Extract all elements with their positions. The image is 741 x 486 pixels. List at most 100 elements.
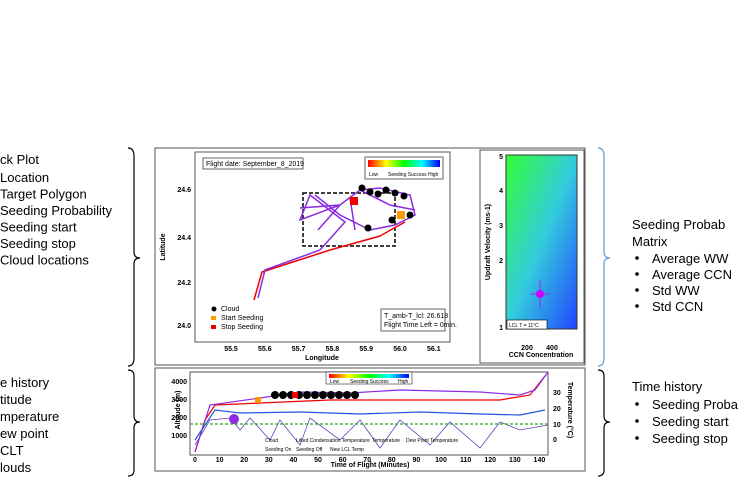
- label: High: [398, 379, 409, 385]
- list-item: Average CCN: [652, 267, 732, 282]
- section-title: e history: [0, 375, 50, 390]
- label: Latitude: [160, 233, 167, 260]
- y2-tick-label: 20: [553, 406, 561, 413]
- legend-entry: New LCL Temp: [330, 447, 364, 453]
- panels: [154, 147, 586, 472]
- x-tick-label: 55.7: [292, 346, 306, 353]
- x-tick-label: 10: [216, 457, 224, 464]
- y-tick-label: 24.2: [177, 280, 191, 287]
- legend-entry: Start Seeding: [221, 315, 264, 322]
- legend-entry: Lifted Condensation Temperature: [296, 438, 370, 444]
- list-item: Seeding stop: [0, 236, 76, 251]
- x-tick-label: 60: [339, 457, 347, 464]
- legend-entry: Seeding Off: [296, 447, 323, 453]
- y2-tick-label: 30: [553, 390, 561, 397]
- section-title: Matrix: [632, 234, 668, 249]
- list-item: Std WW: [652, 283, 700, 298]
- x-tick-label: 56.1: [427, 346, 441, 353]
- list-item: ew point: [0, 426, 49, 441]
- bullet: [635, 256, 639, 260]
- bullet: [635, 402, 639, 406]
- y-tick-label: 4000: [171, 379, 187, 386]
- x-tick-label: 40: [290, 457, 298, 464]
- list-item: Target Polygon: [0, 187, 87, 202]
- x-tick-label: 70: [363, 457, 371, 464]
- section-title: Time history: [632, 379, 703, 394]
- x-tick-label: 55.8: [326, 346, 340, 353]
- label: Temperature (°C): [566, 382, 574, 438]
- x-tick-label: 110: [460, 457, 471, 464]
- label: CCN Concentration: [509, 352, 574, 359]
- x-tick-label: 55.5: [224, 346, 238, 353]
- y-tick-label: 24.6: [177, 187, 191, 194]
- y-tick-label: 1: [499, 325, 503, 332]
- label: Low: [330, 379, 340, 385]
- x-tick-label: 200: [521, 345, 533, 352]
- legend-entry: Cloud: [265, 438, 278, 444]
- track-drawing: [202, 156, 550, 332]
- label: Longitude: [305, 355, 339, 362]
- x-tick-label: 30: [265, 457, 273, 464]
- label: Flight date: September_8_2019: [206, 161, 304, 168]
- label: Updraft Velocity (ms-1): [485, 204, 492, 280]
- list-item: titude: [0, 392, 32, 407]
- y-tick-label: 24.4: [177, 235, 191, 242]
- braces: [127, 147, 611, 477]
- label: High: [428, 172, 439, 178]
- list-item: Average WW: [652, 251, 729, 266]
- list-item: CLT: [0, 443, 24, 458]
- x-tick-label: 130: [509, 457, 521, 464]
- list-item: Std CCN: [652, 299, 703, 314]
- x-tick-label: 55.6: [258, 346, 272, 353]
- y2-tick-label: 10: [553, 422, 561, 429]
- list-item: louds: [0, 460, 32, 475]
- time-drawing: [190, 371, 549, 453]
- bullet: [635, 272, 639, 276]
- y-tick-label: 3: [499, 223, 503, 230]
- x-tick-label: 55.9: [359, 346, 373, 353]
- label: Altitude (m): [175, 391, 182, 430]
- x-tick-label: 56.0: [393, 346, 407, 353]
- bullet: [635, 304, 639, 308]
- list-item: Seeding start: [652, 414, 729, 429]
- section-title: Seeding Probab: [632, 217, 725, 232]
- label: Seeding Success: [350, 379, 389, 385]
- bullet: [635, 436, 639, 440]
- x-tick-label: 100: [435, 457, 447, 464]
- legend-entry: Seeding On: [265, 447, 292, 453]
- y-tick-label: 5: [499, 154, 503, 161]
- label: LCL T = 11°C: [509, 323, 539, 329]
- legend-entry: Stop Seeding: [221, 324, 263, 331]
- x-tick-label: 400: [546, 345, 558, 352]
- list-item: Cloud locations: [0, 253, 89, 268]
- x-tick-label: 140: [534, 457, 546, 464]
- y2-tick-label: 0: [553, 437, 557, 444]
- list-item: Seeding Proba: [652, 397, 739, 412]
- label: Time of Flight (Minutes): [331, 462, 410, 469]
- bullet: [635, 419, 639, 423]
- label: T_amb-T_lcl: 26.618: [384, 313, 448, 320]
- x-tick-label: 90: [413, 457, 421, 464]
- x-tick-label: 120: [484, 457, 496, 464]
- list-item: Seeding start: [0, 220, 77, 235]
- x-tick-label: 80: [388, 457, 396, 464]
- label: Flight Time Left = 0min.: [384, 322, 457, 329]
- label: Low: [369, 172, 379, 178]
- y-tick-label: 4: [499, 188, 503, 195]
- bullet: [635, 288, 639, 292]
- legend-entry: Temperature: [372, 438, 400, 444]
- x-tick-label: 0: [193, 457, 197, 464]
- y-tick-label: 2: [499, 258, 503, 265]
- y-tick-label: 3000: [171, 397, 187, 404]
- legend-entry: Cloud: [221, 306, 239, 313]
- x-tick-label: 50: [314, 457, 322, 464]
- list-item: mperature: [0, 409, 59, 424]
- x-tick-label: 20: [240, 457, 248, 464]
- legend-entry: Dew Point Temperature: [406, 438, 458, 444]
- list-item: Location: [0, 170, 49, 185]
- y-tick-label: 2000: [171, 415, 187, 422]
- section-title: ck Plot: [0, 152, 39, 167]
- list-item: Seeding stop: [652, 431, 728, 446]
- y-tick-label: 24.0: [177, 323, 191, 330]
